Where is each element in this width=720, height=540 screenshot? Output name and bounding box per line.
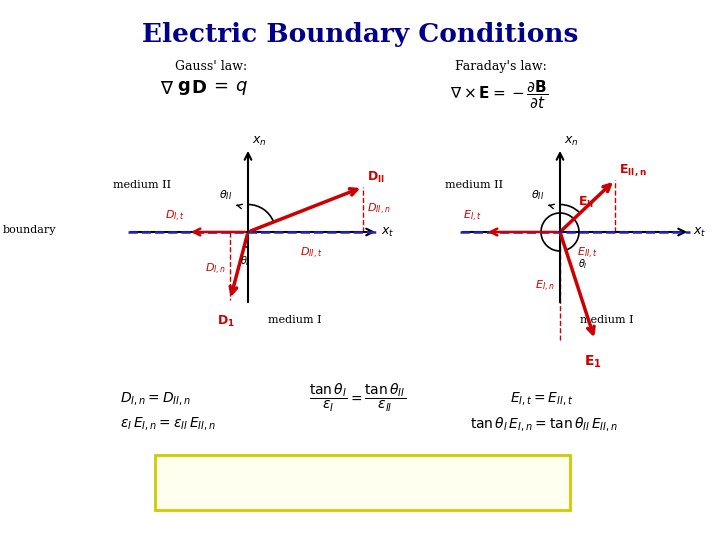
Text: $x_n$: $x_n$ [564, 135, 579, 148]
Text: Faraday's law:: Faraday's law: [455, 60, 546, 73]
Text: normal component of the electric flux density  D  is continuous: normal component of the electric flux de… [175, 485, 550, 498]
Text: $\nabla \times \mathbf{E} = -\dfrac{\partial \mathbf{B}}{\partial t}$: $\nabla \times \mathbf{E} = -\dfrac{\par… [450, 78, 549, 111]
Text: $\mathbf{g}$: $\mathbf{g}$ [177, 79, 190, 97]
Text: $D_{I,n}$: $D_{I,n}$ [204, 262, 226, 277]
Text: tangential component of the electric field  E  is continuous: tangential component of the electric fie… [188, 465, 537, 478]
Text: Electric Boundary Conditions: Electric Boundary Conditions [142, 22, 578, 47]
Text: $E_{I,t} = E_{II,t}$: $E_{I,t} = E_{II,t}$ [510, 390, 573, 407]
Text: medium I: medium I [268, 315, 322, 325]
Text: $x_t$: $x_t$ [381, 226, 395, 239]
Text: $\mathbf{E_1}$: $\mathbf{E_1}$ [584, 354, 602, 370]
Text: $D_{II,n}$: $D_{II,n}$ [367, 202, 390, 217]
Text: medium I: medium I [580, 315, 634, 325]
Text: $\nabla$: $\nabla$ [160, 80, 174, 98]
Text: $E_{I,t}$: $E_{I,t}$ [464, 209, 482, 224]
Text: $x_t$: $x_t$ [693, 226, 706, 239]
Text: $D_{I,t}$: $D_{I,t}$ [165, 209, 185, 224]
Text: $\mathbf{E_{II,n}}$: $\mathbf{E_{II,n}}$ [619, 163, 647, 178]
Text: $x_n$: $x_n$ [252, 135, 266, 148]
Text: $\theta_{II}$: $\theta_{II}$ [220, 188, 233, 202]
Text: $\mathbf{E_{II}}$: $\mathbf{E_{II}}$ [578, 194, 594, 210]
Text: $\mathbf{D}$: $\mathbf{D}$ [191, 79, 207, 97]
Text: $D_{I,n} = D_{II,n}$: $D_{I,n} = D_{II,n}$ [120, 390, 191, 407]
Text: boundary: boundary [3, 225, 56, 235]
Text: medium II: medium II [445, 180, 503, 190]
Text: $\mathbf{D_{II}}$: $\mathbf{D_{II}}$ [367, 170, 385, 185]
Text: medium II: medium II [113, 180, 171, 190]
Text: $= \, q$: $= \, q$ [210, 79, 248, 97]
Text: $\varepsilon_I\, E_{I,n} = \varepsilon_{II}\, E_{II,n}$: $\varepsilon_I\, E_{I,n} = \varepsilon_{… [120, 415, 216, 432]
Text: $\tan\theta_I\, E_{I,n} = \tan\theta_{II}\, E_{II,n}$: $\tan\theta_I\, E_{I,n} = \tan\theta_{II… [470, 415, 618, 433]
Text: $\mathbf{D_1}$: $\mathbf{D_1}$ [217, 314, 235, 329]
Text: $\dfrac{\tan\theta_I}{\varepsilon_I} = \dfrac{\tan\theta_{II}}{\varepsilon_{II}}: $\dfrac{\tan\theta_I}{\varepsilon_I} = \… [310, 382, 407, 414]
Text: $D_{II,t}$: $D_{II,t}$ [300, 246, 323, 261]
Text: $\theta_I$: $\theta_I$ [240, 254, 250, 268]
Text: $\theta_{II}$: $\theta_{II}$ [531, 188, 544, 202]
Text: $E_{I,n}$: $E_{I,n}$ [535, 279, 555, 294]
Text: $\theta_I$: $\theta_I$ [578, 257, 588, 271]
Text: $E_{II,t}$: $E_{II,t}$ [577, 246, 598, 261]
Text: Gauss' law:: Gauss' law: [175, 60, 247, 73]
FancyBboxPatch shape [155, 455, 570, 510]
